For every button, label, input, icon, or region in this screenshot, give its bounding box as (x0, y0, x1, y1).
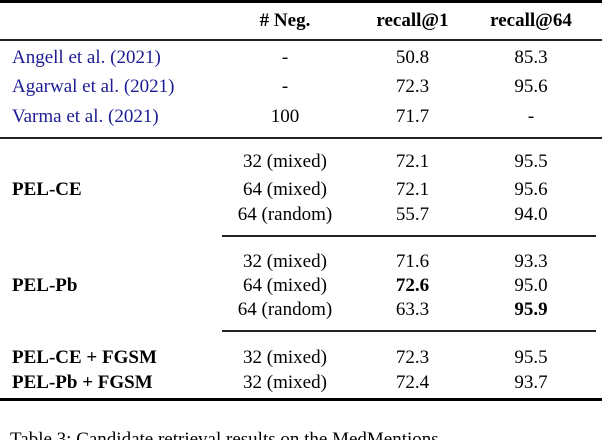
method-label-pel-pb-fgsm: PEL-Pb + FGSM (12, 372, 153, 393)
table-row-pelce-2: PEL-CE 64 (mixed) 72.1 95.6 (0, 177, 602, 203)
table-row-pelce-fgsm: PEL-CE + FGSM 32 (mixed) 72.3 95.5 (0, 345, 602, 371)
header-recall-at-1: recall@1 (376, 10, 449, 31)
recall64-cell: 94.0 (514, 204, 548, 225)
table-header-row: # Neg. recall@1 recall@64 (0, 8, 602, 34)
recall1-cell: 72.3 (395, 347, 430, 368)
recall64-cell: 85.3 (514, 47, 548, 68)
citation-link-varma[interactable]: Varma et al. (2021) (12, 106, 159, 127)
recall64-cell: 95.5 (514, 347, 548, 368)
recall1-cell-best: 72.6 (395, 275, 430, 296)
num-negatives-cell: 32 (mixed) (243, 151, 327, 172)
recall64-cell-best: 95.9 (514, 299, 548, 320)
num-negatives-cell: - (281, 76, 289, 97)
recall1-cell: 71.6 (395, 251, 430, 272)
citation-link-agarwal[interactable]: Agarwal et al. (2021) (12, 76, 175, 97)
num-negatives-cell: 32 (mixed) (243, 347, 327, 368)
citation-link-angell[interactable]: Angell et al. (2021) (12, 47, 161, 68)
num-negatives-cell: - (281, 47, 289, 68)
table-row-varma: Varma et al. (2021) 100 71.7 - (0, 104, 602, 130)
recall64-cell: - (527, 106, 535, 127)
method-label-pel-ce: PEL-CE (12, 179, 82, 200)
pelce-pelpb-divider-rule (222, 235, 596, 237)
recall1-cell: 55.7 (395, 204, 430, 225)
table-bottom-rule (0, 398, 602, 401)
recall64-cell: 95.0 (514, 275, 548, 296)
num-negatives-cell: 32 (mixed) (243, 372, 327, 393)
num-negatives-cell: 64 (random) (237, 204, 333, 225)
baselines-divider-rule (0, 137, 602, 139)
num-negatives-cell: 64 (random) (237, 299, 333, 320)
table-top-rule (0, 0, 602, 3)
num-negatives-cell: 64 (mixed) (243, 179, 327, 200)
recall64-cell: 93.7 (514, 372, 548, 393)
method-label-pel-pb: PEL-Pb (12, 275, 78, 296)
table-row-pelpb-1: 32 (mixed) 71.6 93.3 (0, 249, 602, 275)
recall1-cell: 72.1 (395, 151, 430, 172)
recall64-cell: 95.5 (514, 151, 548, 172)
table-row-angell: Angell et al. (2021) - 50.8 85.3 (0, 45, 602, 71)
recall1-cell: 50.8 (395, 47, 430, 68)
method-label-pel-ce-fgsm: PEL-CE + FGSM (12, 347, 157, 368)
header-divider-rule (0, 39, 602, 41)
num-negatives-cell: 32 (mixed) (243, 251, 327, 272)
table-row-pelce-1: 32 (mixed) 72.1 95.5 (0, 149, 602, 175)
recall64-cell: 93.3 (514, 251, 548, 272)
recall1-cell: 71.7 (395, 106, 430, 127)
recall64-cell: 95.6 (514, 179, 548, 200)
table-row-agarwal: Agarwal et al. (2021) - 72.3 95.6 (0, 74, 602, 100)
recall1-cell: 72.3 (395, 76, 430, 97)
table-caption: Table 3: Candidate retrieval results on … (10, 429, 439, 440)
recall64-cell: 95.6 (514, 76, 548, 97)
num-negatives-cell: 64 (mixed) (243, 275, 327, 296)
recall1-cell: 72.4 (395, 372, 430, 393)
table-row-pelpb-fgsm: PEL-Pb + FGSM 32 (mixed) 72.4 93.7 (0, 370, 602, 396)
header-num-negatives: # Neg. (259, 10, 311, 31)
table-row-pelpb-2: PEL-Pb 64 (mixed) 72.6 95.0 (0, 273, 602, 299)
recall1-cell: 72.1 (395, 179, 430, 200)
num-negatives-cell: 100 (270, 106, 300, 127)
header-recall-at-64: recall@64 (490, 10, 572, 31)
table-row-pelpb-3: 64 (random) 63.3 95.9 (0, 297, 602, 323)
table-row-pelce-3: 64 (random) 55.7 94.0 (0, 202, 602, 228)
recall1-cell: 63.3 (395, 299, 430, 320)
pelpb-fgsm-divider-rule (222, 330, 596, 332)
